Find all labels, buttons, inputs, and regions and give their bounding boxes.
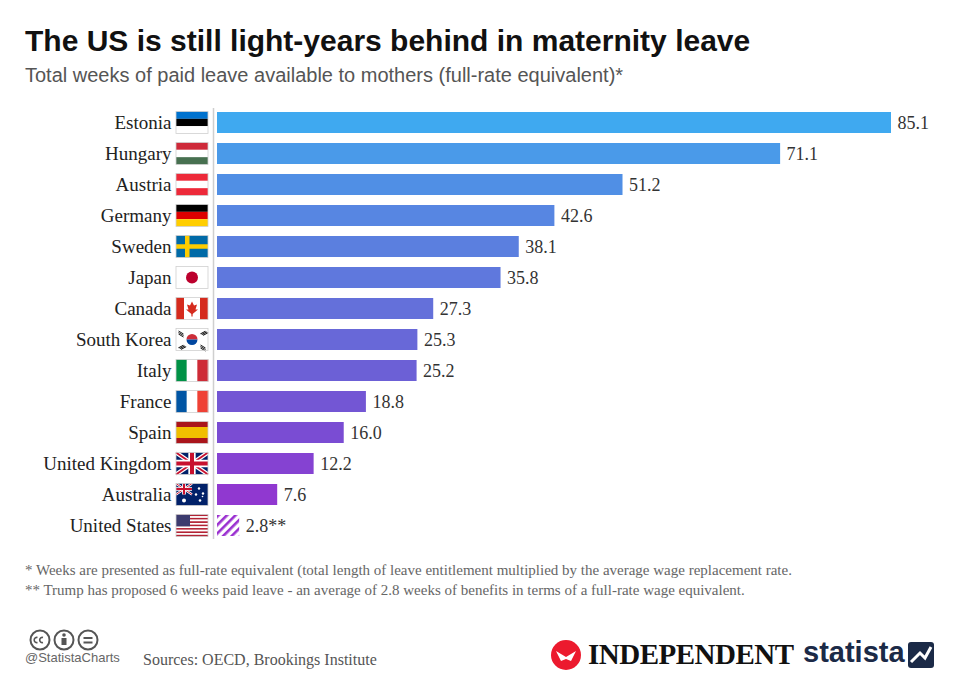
svg-text:Austria: Austria (116, 174, 173, 195)
svg-text:Hungary: Hungary (105, 143, 172, 164)
svg-text:France: France (120, 391, 172, 412)
html-text:INDEPENDENT statista: INDEPENDENT statista (588, 636, 905, 670)
html-text:* Weeks are presented as full-: * Weeks are presented as full-rate equiv… (25, 562, 792, 578)
html-text:** Trump has proposed 6 weeks: ** Trump has proposed 6 weeks paid leave… (25, 582, 745, 598)
svg-text:Italy: Italy (137, 360, 172, 381)
svg-text:Estonia: Estonia (115, 112, 173, 133)
svg-text:35.8: 35.8 (507, 268, 539, 288)
svg-text:Japan: Japan (128, 267, 172, 288)
svg-text:16.0: 16.0 (350, 423, 382, 443)
svg-text:27.3: 27.3 (440, 299, 472, 319)
html-text:The US is still light-years be: The US is still light-years behind in ma… (25, 24, 751, 57)
svg-text:South Korea: South Korea (76, 329, 172, 350)
svg-text:Canada: Canada (115, 298, 173, 319)
svg-text:71.1: 71.1 (787, 144, 819, 164)
svg-text:2.8**: 2.8** (246, 516, 287, 536)
svg-text:12.2: 12.2 (320, 454, 352, 474)
svg-text:42.6: 42.6 (561, 206, 593, 226)
svg-text:Germany: Germany (101, 205, 172, 226)
svg-text:38.1: 38.1 (525, 237, 557, 257)
html-text:Total weeks of paid leave avai: Total weeks of paid leave available to m… (25, 64, 624, 86)
svg-text:United Kingdom: United Kingdom (43, 453, 171, 474)
svg-text:18.8: 18.8 (372, 392, 404, 412)
svg-text:Australia: Australia (102, 484, 172, 505)
svg-text:7.6: 7.6 (284, 485, 307, 505)
svg-text:51.2: 51.2 (629, 175, 661, 195)
svg-text:Sweden: Sweden (111, 236, 172, 257)
html-text:Sources: OECD, Brookings Insti: Sources: OECD, Brookings Institute (143, 651, 377, 668)
svg-text:85.1: 85.1 (898, 113, 930, 133)
svg-text:Spain: Spain (128, 422, 172, 443)
html-text:@StatistaCharts: @StatistaCharts (25, 650, 120, 665)
svg-text:United States: United States (70, 515, 172, 536)
svg-text:25.2: 25.2 (423, 361, 455, 381)
svg-text:25.3: 25.3 (424, 330, 456, 350)
